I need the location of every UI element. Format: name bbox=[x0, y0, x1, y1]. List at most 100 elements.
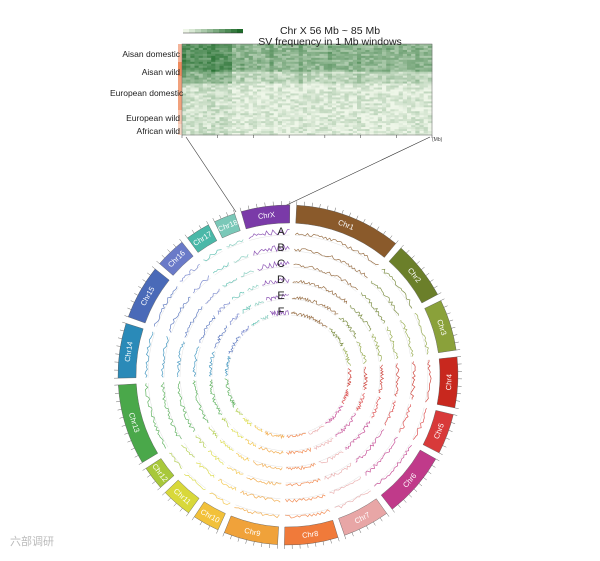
heatmap-cell bbox=[265, 91, 269, 93]
heatmap-cell bbox=[370, 80, 374, 82]
heatmap-cell bbox=[232, 95, 236, 97]
heatmap-cell bbox=[215, 78, 219, 80]
heatmap-cell bbox=[190, 86, 194, 88]
heatmap-cell bbox=[361, 82, 365, 84]
heatmap-cell bbox=[211, 123, 215, 125]
heatmap-cell bbox=[245, 121, 249, 123]
heatmap-cell bbox=[374, 97, 378, 99]
heatmap-cell bbox=[224, 131, 228, 133]
heatmap-cell bbox=[395, 105, 399, 107]
heatmap-cell bbox=[374, 78, 378, 80]
heatmap-cell bbox=[245, 50, 249, 52]
heatmap-cell bbox=[345, 129, 349, 131]
heatmap-cell bbox=[403, 131, 407, 133]
heatmap-cell bbox=[395, 80, 399, 82]
heatmap-cell bbox=[370, 66, 374, 68]
heatmap-cell bbox=[232, 72, 236, 74]
heatmap-cell bbox=[332, 78, 336, 80]
heatmap-cell bbox=[407, 86, 411, 88]
heatmap-cell bbox=[390, 68, 394, 70]
chromosome-tick bbox=[139, 463, 142, 465]
heatmap-cell bbox=[357, 123, 361, 125]
heatmap-cell bbox=[370, 111, 374, 113]
heatmap-cell bbox=[190, 70, 194, 72]
heatmap-cell bbox=[224, 82, 228, 84]
heatmap-cell bbox=[424, 90, 428, 92]
heatmap-cell bbox=[232, 58, 236, 60]
heatmap-cell bbox=[353, 99, 357, 101]
heatmap-cell bbox=[195, 88, 199, 90]
heatmap-cell bbox=[290, 78, 294, 80]
heatmap-cell bbox=[424, 50, 428, 52]
heatmap-cell bbox=[253, 95, 257, 97]
heatmap-cell bbox=[365, 119, 369, 121]
heatmap-cell bbox=[286, 127, 290, 129]
heatmap-cell bbox=[407, 113, 411, 115]
track-baseline bbox=[206, 291, 220, 305]
heatmap-cell bbox=[349, 64, 353, 66]
heatmap-cell bbox=[332, 64, 336, 66]
heatmap-cell bbox=[374, 80, 378, 82]
heatmap-cell bbox=[407, 117, 411, 119]
heatmap-cell bbox=[328, 127, 332, 129]
heatmap-cell bbox=[207, 68, 211, 70]
heatmap-cell bbox=[228, 125, 232, 127]
heatmap-cell bbox=[357, 62, 361, 64]
heatmap-cell bbox=[353, 86, 357, 88]
heatmap-cell bbox=[357, 70, 361, 72]
heatmap-cell bbox=[349, 48, 353, 50]
heatmap-cell bbox=[349, 88, 353, 90]
heatmap-axis-unit: (Mb) bbox=[432, 137, 442, 143]
heatmap-cell bbox=[324, 97, 328, 99]
heatmap-cell bbox=[203, 119, 207, 121]
heatmap-cell bbox=[386, 86, 390, 88]
heatmap-cell bbox=[415, 99, 419, 101]
heatmap-cell bbox=[261, 113, 265, 115]
heatmap-cell bbox=[332, 62, 336, 64]
heatmap-cell bbox=[211, 50, 215, 52]
heatmap-cell bbox=[220, 93, 224, 95]
heatmap-cell bbox=[265, 107, 269, 109]
sv-density-track bbox=[385, 401, 395, 426]
heatmap-cell bbox=[257, 86, 261, 88]
heatmap-cell bbox=[199, 62, 203, 64]
zoom-connector-line bbox=[186, 137, 236, 212]
heatmap-cell bbox=[390, 95, 394, 97]
heatmap-cell bbox=[207, 84, 211, 86]
heatmap-cell bbox=[278, 125, 282, 127]
heatmap-cell bbox=[232, 119, 236, 121]
heatmap-cell bbox=[315, 82, 319, 84]
heatmap-cell bbox=[324, 78, 328, 80]
heatmap-cell bbox=[332, 127, 336, 129]
heatmap-cell bbox=[253, 93, 257, 95]
heatmap-cell bbox=[224, 115, 228, 117]
heatmap-cell bbox=[278, 91, 282, 93]
heatmap-cell bbox=[211, 113, 215, 115]
heatmap-cell bbox=[211, 117, 215, 119]
heatmap-cell bbox=[186, 129, 190, 131]
heatmap-cell bbox=[361, 74, 365, 76]
heatmap-cell bbox=[311, 129, 315, 131]
heatmap-cell bbox=[278, 101, 282, 103]
track-baseline bbox=[285, 509, 329, 515]
heatmap-cell bbox=[399, 80, 403, 82]
heatmap-cell bbox=[336, 125, 340, 127]
heatmap-cell bbox=[386, 113, 390, 115]
heatmap-cell bbox=[374, 90, 378, 92]
heatmap-cell bbox=[311, 88, 315, 90]
heatmap-cell bbox=[399, 101, 403, 103]
heatmap-cell bbox=[203, 125, 207, 127]
heatmap-cell bbox=[224, 60, 228, 62]
heatmap-cell bbox=[228, 127, 232, 129]
heatmap-cell bbox=[290, 60, 294, 62]
heatmap-cell bbox=[357, 90, 361, 92]
heatmap-cell bbox=[245, 76, 249, 78]
heatmap-cell bbox=[215, 119, 219, 121]
track-baseline bbox=[234, 257, 249, 263]
heatmap-cell bbox=[340, 68, 344, 70]
heatmap-cell bbox=[253, 107, 257, 109]
heatmap-cell bbox=[282, 62, 286, 64]
heatmap-cell bbox=[211, 44, 215, 46]
chromosome-tick bbox=[323, 541, 324, 545]
heatmap-cell bbox=[257, 107, 261, 109]
